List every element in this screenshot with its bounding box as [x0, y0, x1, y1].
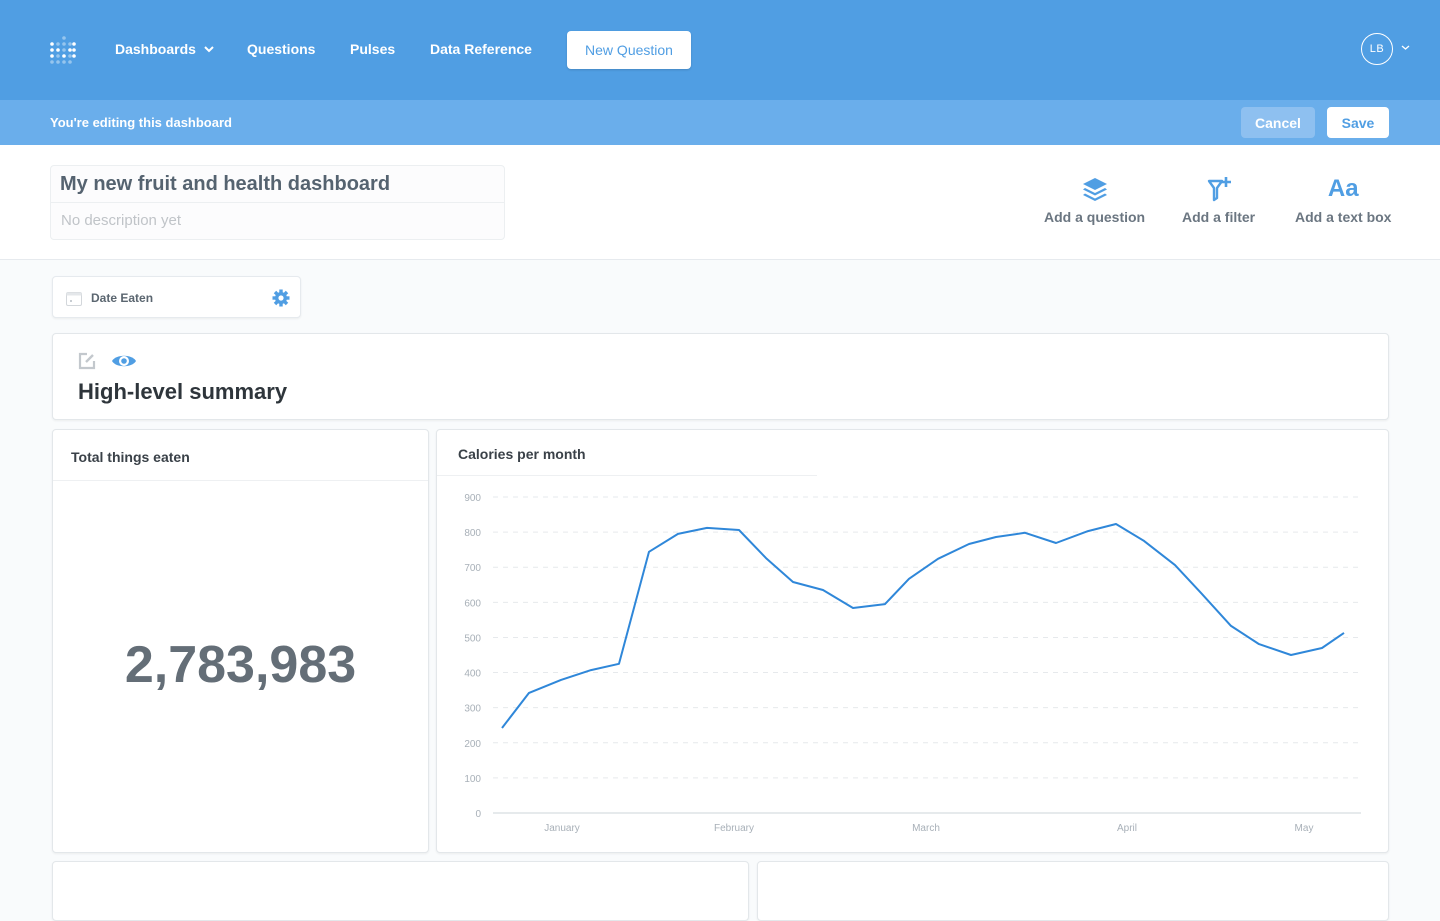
dashboard-title-editor: My new fruit and health dashboard No des…: [50, 165, 505, 240]
y-axis-tick: 600: [464, 598, 481, 609]
add-filter-label: Add a filter: [1182, 209, 1256, 225]
layers-icon: [1082, 175, 1108, 203]
add-question-button[interactable]: Add a question: [1044, 175, 1145, 225]
nav-dashboards[interactable]: Dashboards: [115, 41, 214, 57]
scalar-value[interactable]: 2,783,983: [124, 636, 357, 694]
y-axis-tick: 800: [464, 528, 481, 539]
x-axis-tick: January: [544, 823, 580, 834]
dashboard-header: My new fruit and health dashboard No des…: [0, 145, 1440, 260]
y-axis-tick: 100: [464, 774, 481, 785]
chart-card-title[interactable]: Calories per month: [458, 446, 586, 462]
filter-add-icon: [1206, 175, 1232, 203]
y-axis-tick: 300: [464, 704, 481, 715]
text-icon: Aa: [1328, 175, 1359, 203]
y-axis-tick: 500: [464, 633, 481, 644]
nav-dashboards-label: Dashboards: [115, 41, 196, 57]
filter-label: Date Eaten: [91, 291, 154, 305]
chevron-down-icon: [204, 46, 214, 53]
nav-pulses-label: Pulses: [350, 41, 396, 57]
dashboard-title-input[interactable]: My new fruit and health dashboard: [51, 166, 504, 203]
edit-mode-message: You're editing this dashboard: [50, 115, 232, 130]
date-filter-widget[interactable]: Date Eaten: [52, 276, 301, 318]
gear-icon[interactable]: [272, 289, 290, 307]
card-divider: [53, 480, 428, 481]
metabase-logo-icon[interactable]: [50, 36, 76, 64]
nav-data-reference-label: Data Reference: [430, 41, 532, 57]
nav-pulses[interactable]: Pulses: [350, 41, 395, 57]
add-filter-button[interactable]: Add a filter: [1182, 175, 1255, 225]
text-card[interactable]: High-level summary: [52, 333, 1389, 420]
dashboard-card[interactable]: [52, 861, 749, 921]
nav-questions[interactable]: Questions: [247, 41, 315, 57]
text-icon-glyph: Aa: [1327, 175, 1359, 202]
save-button[interactable]: Save: [1327, 107, 1389, 138]
x-axis-tick: May: [1295, 823, 1314, 834]
x-axis-tick: April: [1117, 823, 1137, 834]
eye-icon[interactable]: [111, 352, 137, 370]
chevron-down-icon[interactable]: [1401, 44, 1410, 51]
user-avatar[interactable]: LB: [1361, 33, 1393, 65]
y-axis-tick: 200: [464, 739, 481, 750]
x-axis-tick: March: [912, 823, 940, 834]
nav-data-reference[interactable]: Data Reference: [430, 41, 532, 57]
add-question-label: Add a question: [1044, 209, 1146, 225]
x-axis-tick: February: [714, 823, 754, 834]
new-question-button[interactable]: New Question: [567, 31, 691, 69]
y-axis-tick: 400: [464, 669, 481, 680]
dashboard-card[interactable]: [757, 861, 1389, 921]
add-text-box-label: Add a text box: [1295, 209, 1392, 225]
edit-icon[interactable]: [78, 352, 96, 370]
y-axis-tick: 700: [464, 563, 481, 574]
edit-mode-bar: You're editing this dashboard Cancel Sav…: [0, 100, 1440, 145]
add-text-box-button[interactable]: Aa Add a text box: [1295, 175, 1391, 225]
card-divider: [437, 475, 817, 476]
dashboard-description-input[interactable]: No description yet: [61, 212, 182, 229]
line-chart-card[interactable]: Calories per month 0 100 200 300 400 500 600 70…: [436, 429, 1389, 853]
line-series[interactable]: [501, 523, 1345, 729]
y-axis-tick: 0: [475, 809, 481, 820]
text-card-heading: High-level summary: [78, 379, 288, 404]
line-chart[interactable]: 0 100 200 300 400 500 600 700 800 900 January Febru…: [437, 430, 1390, 854]
scalar-card[interactable]: Total things eaten 2,783,983: [52, 429, 429, 853]
top-navbar: Dashboards Questions Pulses Data Referen…: [0, 0, 1440, 100]
scalar-card-title[interactable]: Total things eaten: [71, 449, 190, 465]
calendar-icon: [66, 292, 82, 306]
nav-questions-label: Questions: [247, 41, 316, 57]
cancel-button[interactable]: Cancel: [1241, 107, 1315, 138]
y-axis-tick: 900: [464, 493, 481, 504]
